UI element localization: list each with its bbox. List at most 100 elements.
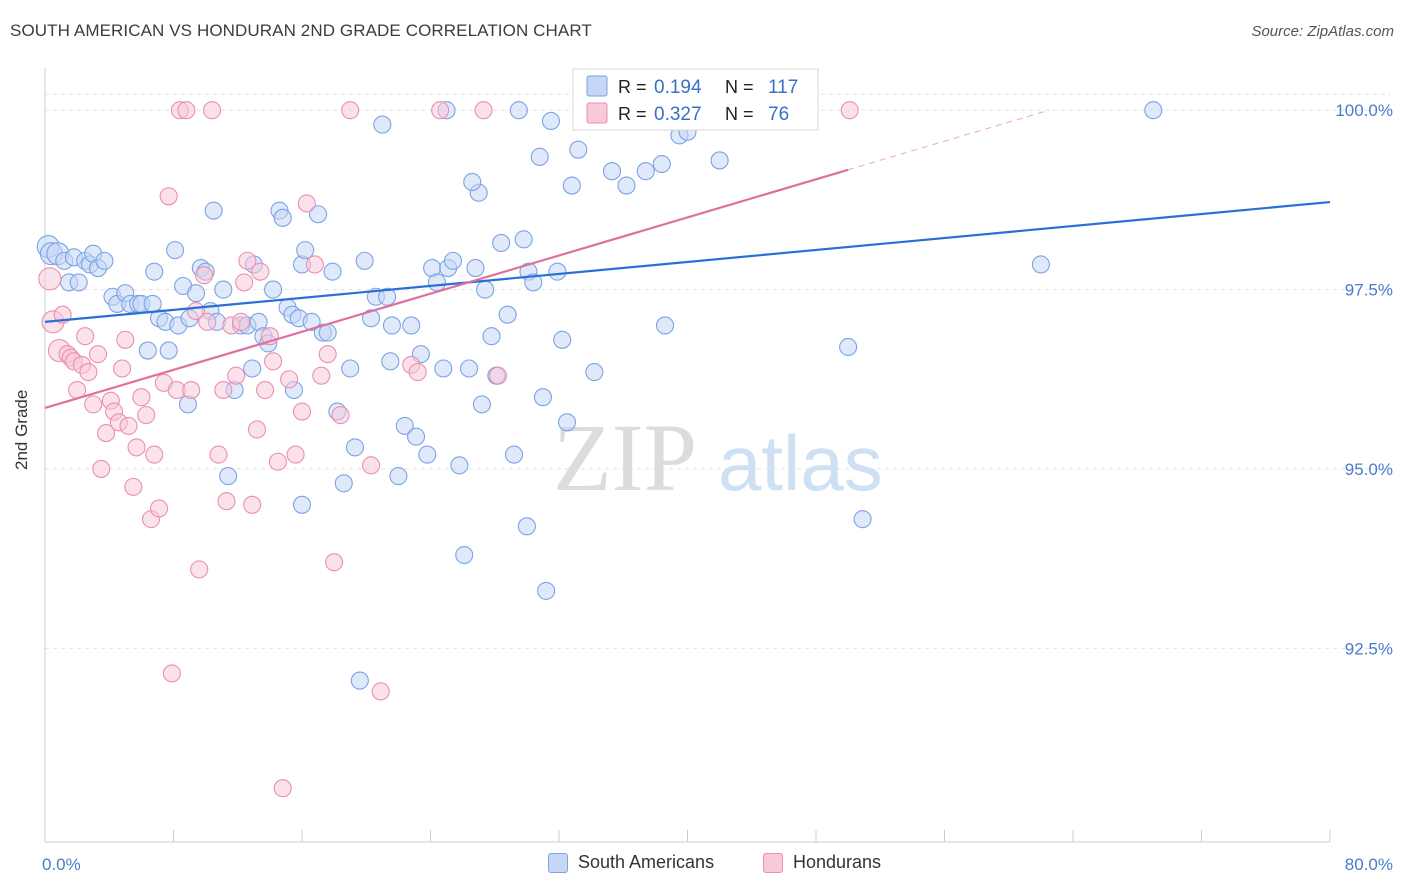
south-american-point — [355, 251, 374, 270]
honduran-point — [305, 255, 324, 274]
south-american-point — [166, 241, 185, 260]
honduran-point — [119, 416, 138, 435]
honduran-point — [194, 266, 214, 285]
south-american-point — [219, 467, 238, 486]
south-american-point — [476, 280, 495, 299]
honduran-point — [318, 345, 337, 364]
honduran-point — [840, 101, 859, 120]
tick-labels: 100.0% 97.5% 95.0% 92.5% 0.0% 80.0% — [42, 101, 1393, 874]
honduran-point — [159, 187, 178, 206]
south-american-point — [186, 284, 206, 303]
honduran-point — [297, 194, 316, 213]
south-american-point — [204, 201, 223, 220]
honduran-point — [38, 267, 62, 291]
y-tick-label: 100.0% — [1335, 101, 1393, 120]
south-american-point — [450, 456, 469, 475]
south-american-point — [541, 111, 561, 131]
data-points — [36, 101, 1163, 798]
south-american-point — [557, 413, 577, 432]
honduran-point — [217, 492, 236, 511]
south-american-point — [1144, 101, 1163, 120]
honduran-point — [76, 327, 95, 346]
honduran-point — [292, 402, 312, 421]
honduran-point — [79, 363, 98, 382]
south-american-point — [362, 309, 381, 328]
south-american-point — [406, 427, 426, 446]
watermark-zip: ZIP — [553, 404, 697, 511]
legend-south-americans[interactable]: South Americans — [548, 852, 714, 873]
south-american-point — [378, 287, 397, 306]
south-american-point — [309, 205, 328, 224]
honduran-point — [88, 345, 108, 364]
honduran-trend-extension — [847, 109, 1050, 171]
legend-n-value: 117 — [768, 77, 798, 98]
south-american-point — [455, 545, 474, 565]
south-american-point — [302, 312, 321, 331]
south-american-point — [524, 273, 543, 292]
axes — [44, 68, 1331, 843]
south-american-point — [145, 262, 164, 281]
south-american-point — [498, 305, 517, 324]
legend-swatch-hondurans — [586, 102, 608, 124]
south-american-point — [389, 467, 408, 486]
x-tick-label-right: 80.0% — [1345, 855, 1393, 874]
honduran-point — [341, 101, 360, 120]
south-american-point — [602, 162, 622, 181]
south-american-point — [350, 671, 369, 690]
honduran-point — [198, 312, 217, 331]
honduran-point — [137, 406, 156, 425]
honduran-point — [264, 352, 283, 371]
south-american-point — [466, 259, 485, 278]
south-american-point — [482, 327, 501, 346]
south-american-point — [710, 151, 729, 170]
trend-lines — [44, 109, 1331, 410]
honduran-point — [145, 445, 164, 464]
south-american-point — [562, 176, 581, 195]
legend-label-south-americans: South Americans — [578, 852, 715, 872]
south-american-point — [427, 273, 446, 292]
honduran-point — [325, 553, 344, 572]
honduran-point — [84, 395, 103, 414]
honduran-trend-line — [44, 168, 849, 410]
south-american-point — [381, 352, 400, 371]
watermark-atlas: atlas — [718, 419, 883, 507]
south-american-point — [655, 316, 675, 335]
south-american-point — [159, 341, 178, 360]
hondurans-swatch — [763, 852, 783, 873]
y-tick-label: 92.5% — [1345, 639, 1393, 658]
honduran-point — [209, 445, 228, 464]
legend-r-label: R = — [618, 104, 647, 124]
south-american-point — [434, 359, 453, 378]
legend-box: R = 0.194 N = 117 R = 0.327 N = 76 — [572, 68, 819, 131]
south-american-point — [548, 262, 567, 281]
south-americans-swatch — [548, 852, 568, 873]
south-american-point — [537, 581, 556, 600]
south-american-point — [504, 445, 524, 464]
south-american-point — [373, 115, 392, 134]
south-american-point — [214, 280, 233, 299]
honduran-point — [127, 438, 146, 457]
south-american-point — [296, 241, 315, 260]
honduran-point — [286, 445, 305, 464]
legend-r-value: 0.327 — [654, 104, 702, 125]
legend-hondurans[interactable]: Hondurans — [763, 852, 881, 873]
south-american-point — [472, 395, 491, 414]
honduran-point — [474, 101, 493, 120]
legend-n-label: N = — [725, 77, 754, 97]
south-american-point — [345, 438, 365, 457]
south-american-point — [334, 474, 353, 493]
legend-swatch-south-americans — [586, 75, 608, 97]
south-american-point — [617, 176, 636, 195]
y-tick-label: 97.5% — [1345, 281, 1393, 300]
honduran-point — [371, 682, 390, 701]
honduran-point — [214, 380, 233, 400]
south-american-point — [443, 251, 463, 270]
south-american-point — [839, 337, 858, 357]
honduran-point — [132, 388, 151, 407]
honduran-point — [243, 495, 262, 514]
honduran-point — [116, 330, 135, 349]
south-american-point — [418, 445, 437, 464]
honduran-point — [227, 366, 246, 385]
legend-n-value: 76 — [768, 104, 789, 125]
honduran-point — [247, 420, 267, 439]
